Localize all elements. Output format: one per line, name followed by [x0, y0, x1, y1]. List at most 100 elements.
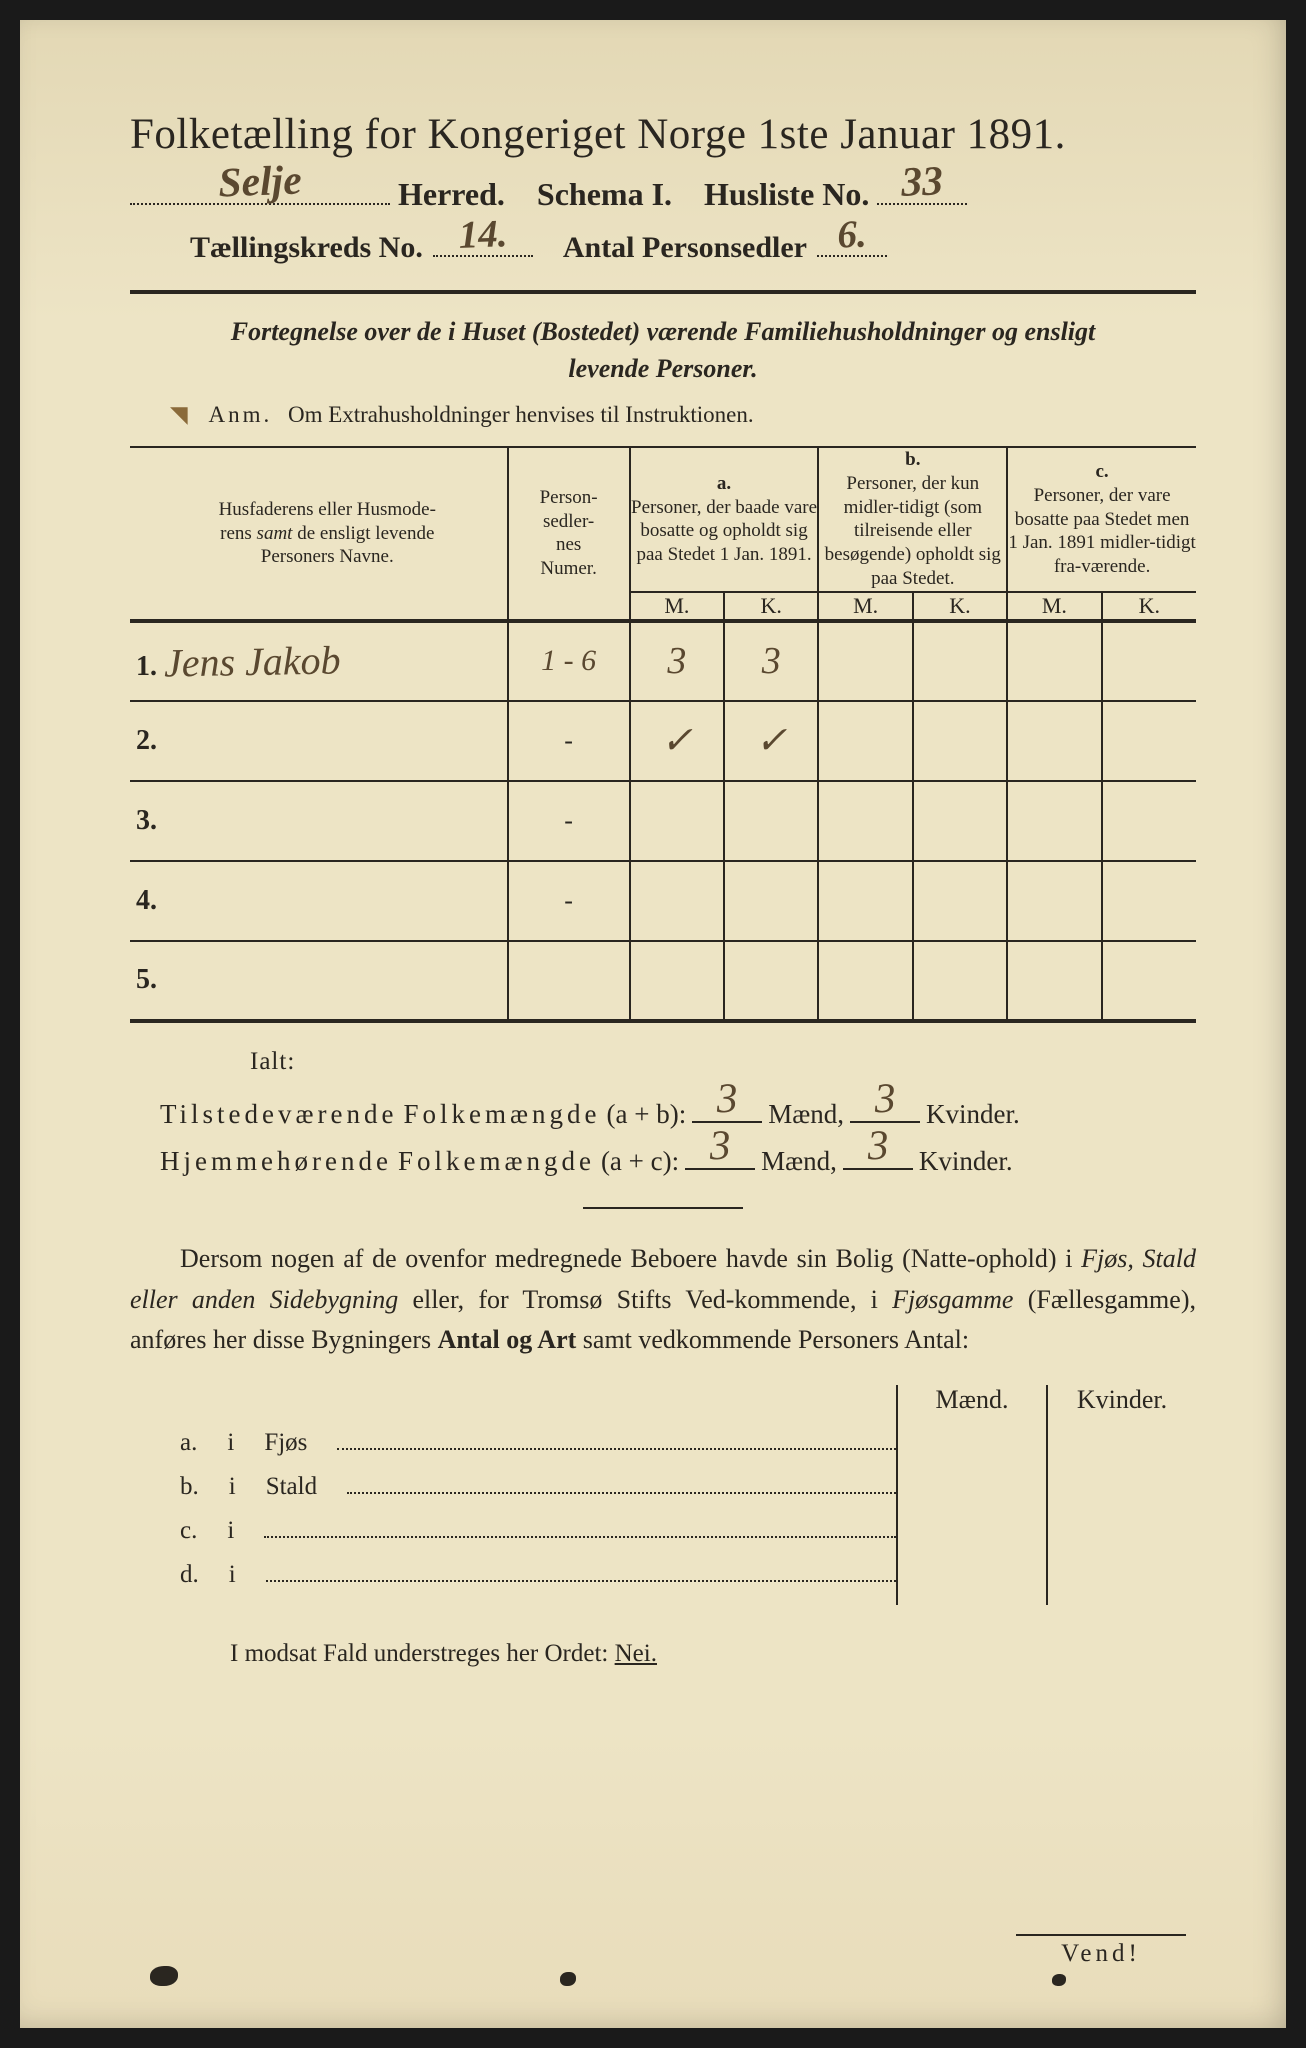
divider-1 [130, 290, 1196, 294]
total1-maend: Mænd, [768, 1099, 844, 1130]
total1-k-field: 3 [850, 1091, 920, 1123]
cell-b-k [913, 621, 1007, 701]
sub-row: b.iStald [130, 1473, 896, 1517]
col-header-names: Husfaderens eller Husmode- rens samt de … [130, 448, 508, 621]
cell-c-k [1102, 621, 1196, 701]
table-row: 4. - [130, 861, 1196, 941]
main-table: Husfaderens eller Husmode- rens samt de … [130, 448, 1196, 1023]
cell-numer: - [508, 701, 630, 781]
cell-numer: - [508, 781, 630, 861]
total2-word: Folkemængde [398, 1146, 595, 1177]
cell-a-m: 3 [630, 621, 724, 701]
cell-b-k [913, 941, 1007, 1021]
table-header-row: Husfaderens eller Husmode- rens samt de … [130, 448, 1196, 592]
cell-a-k: 3 [724, 621, 818, 701]
sub-col-maend: Mænd. [896, 1385, 1046, 1605]
total2-m-field: 3 [685, 1138, 755, 1170]
sub-table: a.iFjøs b.iStald c.i d.i Mænd. Kvinder. [130, 1385, 1196, 1605]
herred-label: Herred. [398, 176, 505, 213]
col-b-m: M. [818, 592, 912, 621]
col-b-k: K. [913, 592, 1007, 621]
cell-name: 5. [130, 941, 508, 1021]
total2-label: Hjemmehørende [160, 1146, 392, 1177]
sub-row: a.iFjøs [130, 1429, 896, 1473]
table-row: 2. - ✓ ✓ [130, 701, 1196, 781]
cell-c-m [1007, 701, 1101, 781]
cell-a-k: ✓ [724, 701, 818, 781]
sub-row: d.i [130, 1561, 896, 1605]
col-a-k: K. [724, 592, 818, 621]
kreds-label: Tællingskreds No. [190, 231, 423, 265]
col-header-c: c. Personer, der vare bosatte paa Stedet… [1007, 448, 1196, 592]
desc-line-1: Fortegnelse over de i Huset (Bostedet) v… [231, 317, 1096, 346]
kreds-value: 14. [458, 212, 508, 259]
schema-label: Schema I. [537, 176, 672, 213]
total1-word: Folkemængde [404, 1099, 601, 1130]
modsat-text: I modsat Fald understreges her Ordet: [230, 1640, 608, 1667]
herred-value: Selje [218, 156, 303, 207]
totals-line-2: Hjemmehørende Folkemængde (a + c): 3 Mæn… [160, 1138, 1196, 1177]
cell-a-m: ✓ [630, 701, 724, 781]
cell-name: 4. [130, 861, 508, 941]
totals-line-1: Tilstedeværende Folkemængde (a + b): 3 M… [160, 1091, 1196, 1130]
document-title: Folketælling for Kongeriget Norge 1ste J… [130, 110, 1196, 159]
sub-col-kvinder: Kvinder. [1046, 1385, 1196, 1605]
personsedler-label: Antal Personsedler [563, 231, 807, 265]
col-header-a: a. Personer, der baade vare bosatte og o… [630, 448, 819, 592]
cell-c-k [1102, 941, 1196, 1021]
col-c-m: M. [1007, 592, 1101, 621]
husliste-label: Husliste No. [704, 176, 869, 213]
cell-name: 3. [130, 781, 508, 861]
cell-a-m [630, 941, 724, 1021]
col-c-k: K. [1102, 592, 1196, 621]
cell-c-m [1007, 861, 1101, 941]
paragraph-text: Dersom nogen af de ovenfor medregnede Be… [130, 1239, 1196, 1360]
cell-numer: 1 - 6 [508, 621, 630, 701]
table-row: 5. [130, 941, 1196, 1021]
cell-b-k [913, 701, 1007, 781]
vend-label: Vend! [1016, 1934, 1186, 1968]
col-header-numer: Person- sedler- nes Numer. [508, 448, 630, 621]
cell-b-m [818, 701, 912, 781]
ink-blot-icon [560, 1972, 576, 1986]
header-line-2: Tællingskreds No. 14. Antal Personsedler… [130, 221, 1196, 265]
cell-c-m [1007, 941, 1101, 1021]
cell-name: 2. [130, 701, 508, 781]
total1-m-field: 3 [692, 1091, 762, 1123]
total2-formula: (a + c): [601, 1146, 679, 1177]
sub-row: c.i [130, 1517, 896, 1561]
divider-small [583, 1207, 743, 1209]
cell-a-m [630, 861, 724, 941]
header-line-1: Selje Herred. Schema I. Husliste No. 33 [130, 167, 1196, 213]
anm-body: Om Extrahusholdninger henvises til Instr… [288, 402, 754, 427]
sub-header-spacer [130, 1385, 896, 1429]
total2-maend: Mænd, [761, 1146, 837, 1177]
anm-label: Anm. [208, 402, 272, 428]
total1-kvinder: Kvinder. [926, 1099, 1020, 1130]
total1-label: Tilstedeværende [160, 1099, 398, 1130]
sub-table-left: a.iFjøs b.iStald c.i d.i [130, 1385, 896, 1605]
document-page: Folketælling for Kongeriget Norge 1ste J… [20, 20, 1286, 2028]
total2-k-field: 3 [843, 1138, 913, 1170]
cell-b-m [818, 621, 912, 701]
col-header-b: b. Personer, der kun midler-tidigt (som … [818, 448, 1007, 592]
total2-kvinder: Kvinder. [919, 1146, 1013, 1177]
anm-text: ◥ Anm. Om Extrahusholdninger henvises ti… [170, 402, 1196, 428]
herred-field: Selje [130, 167, 390, 205]
cell-b-k [913, 861, 1007, 941]
cell-c-m [1007, 781, 1101, 861]
cell-c-m [1007, 621, 1101, 701]
cell-b-k [913, 781, 1007, 861]
modsat-nei: Nei. [615, 1640, 657, 1667]
cell-c-k [1102, 781, 1196, 861]
ialt-label: Ialt: [250, 1048, 1196, 1076]
description-text: Fortegnelse over de i Huset (Bostedet) v… [130, 314, 1196, 387]
personsedler-value: 6. [837, 212, 868, 258]
cell-b-m [818, 941, 912, 1021]
cell-numer [508, 941, 630, 1021]
ink-blot-icon [1052, 1974, 1066, 1986]
desc-line-2: levende Personer. [568, 354, 757, 383]
cell-name: 1. Jens Jakob [130, 621, 508, 701]
total1-formula: (a + b): [607, 1099, 687, 1130]
cell-a-m [630, 781, 724, 861]
